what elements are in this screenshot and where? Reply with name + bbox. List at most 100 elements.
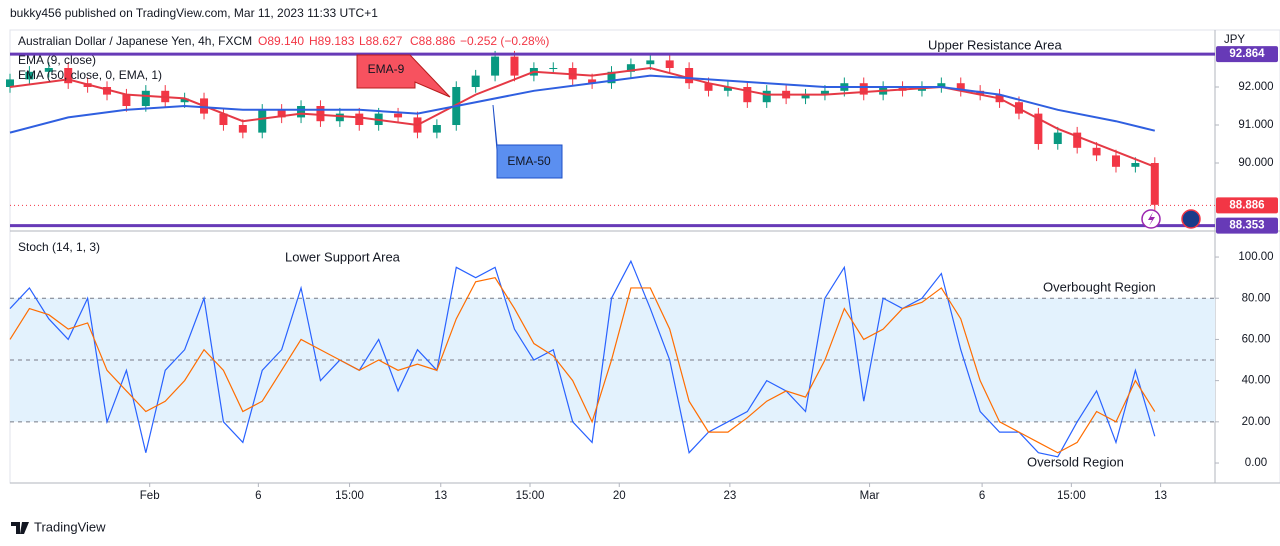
event-bolt	[1148, 212, 1155, 226]
candle-body	[1131, 163, 1140, 167]
y-tick-label: 20.00	[1242, 416, 1271, 428]
support-note: Lower Support Area	[285, 249, 401, 264]
candle-body	[510, 56, 519, 76]
candle-body	[743, 87, 752, 103]
x-tick-label: 13	[1154, 490, 1167, 502]
candle-body	[820, 90, 829, 95]
x-tick-label: 13	[434, 490, 447, 502]
ohlc-high: H89.183	[309, 34, 355, 48]
y-tick-label: 91.000	[1238, 119, 1273, 131]
x-tick-label: 23	[723, 490, 736, 502]
candle-body	[394, 113, 403, 118]
candle-body	[432, 125, 441, 133]
x-tick-label: 15:00	[516, 490, 545, 502]
indicator-ema9: EMA (9, close)	[18, 53, 96, 67]
candle-body	[956, 83, 965, 91]
ohlc-close: C88.886	[410, 34, 456, 48]
candle-body	[1092, 147, 1101, 156]
resistance-label: 92.864	[1229, 48, 1265, 60]
candle-body	[491, 56, 500, 76]
ohlc-low: L88.627	[359, 34, 403, 48]
ohlc-change: −0.252 (−0.28%)	[460, 34, 549, 48]
candle-body	[1150, 163, 1159, 205]
candle-body	[704, 83, 713, 91]
currency: JPY	[1224, 34, 1245, 46]
candle-body	[588, 79, 597, 84]
candle-body	[1111, 155, 1120, 167]
x-tick-label: 15:00	[335, 490, 364, 502]
candle-body	[335, 113, 344, 122]
brand: TradingView	[34, 519, 106, 534]
ema9-label: EMA-9	[368, 62, 405, 76]
candle-body	[646, 60, 655, 65]
candle-body	[141, 90, 150, 107]
candle-body	[25, 71, 34, 80]
y-tick-label: 92.000	[1238, 81, 1273, 93]
ema-line	[9, 66, 1156, 168]
candle-body	[355, 113, 364, 126]
oversold-note: Oversold Region	[1027, 454, 1124, 469]
candle-body	[607, 71, 616, 84]
candle-body	[297, 106, 306, 118]
y-tick-label: 100.00	[1238, 251, 1273, 263]
ema50-label: EMA-50	[507, 154, 551, 168]
stoch-line	[9, 259, 1156, 458]
candle-body	[1053, 132, 1062, 145]
candle-body	[103, 87, 112, 95]
stoch-title: Stoch (14, 1, 3)	[18, 240, 100, 254]
x-tick-label: 6	[979, 490, 985, 502]
x-tick-label: 15:00	[1057, 490, 1086, 502]
candle-body	[685, 68, 694, 84]
publisher: bukky456 published on TradingView.com, M…	[10, 6, 378, 20]
candle-body	[6, 79, 14, 88]
resistance-tag	[1216, 46, 1278, 63]
last-price-label: 88.886	[1229, 199, 1264, 211]
ema50-callout	[492, 104, 563, 179]
x-tick-label: Feb	[140, 490, 160, 502]
y-tick-label: 40.00	[1242, 375, 1271, 387]
candle-body	[471, 75, 480, 88]
price-pane: 90.000 91.000 92.000 92.864 88.353 88.886	[6, 46, 1278, 234]
ohlc-open: O89.140	[258, 34, 304, 48]
resistance-note: Upper Resistance Area	[928, 37, 1062, 52]
candle-body	[937, 83, 946, 88]
x-tick-label: 20	[613, 490, 626, 502]
candle-body	[665, 60, 674, 69]
candle-body	[258, 109, 267, 133]
x-tick-label: Mar	[860, 490, 880, 502]
candle-body	[762, 90, 771, 103]
indicator-ema50: EMA (50, close, 0, EMA, 1)	[18, 68, 162, 82]
y-tick-label: 0.00	[1245, 457, 1267, 469]
support-label: 88.353	[1229, 220, 1264, 232]
candle-body	[723, 87, 732, 91]
candle-body	[1073, 132, 1082, 148]
y-tick-label: 60.00	[1242, 333, 1271, 345]
candle-body	[277, 109, 286, 118]
candle-body	[316, 106, 325, 122]
symbol: Australian Dollar / Japanese Yen, 4h, FX…	[18, 34, 252, 48]
overbought-note: Overbought Region	[1043, 279, 1156, 294]
candle-body	[44, 68, 53, 72]
candle-body	[238, 125, 247, 133]
x-tick-label: 6	[255, 490, 261, 502]
stoch-pane: 0.00 20.00 40.00 60.00 80.00 100.00	[9, 251, 1274, 469]
candle-body	[801, 94, 810, 99]
y-tick-label: 90.000	[1238, 157, 1273, 169]
ema-line	[9, 74, 1156, 134]
candle-body	[549, 68, 558, 70]
ema9-callout	[356, 54, 451, 98]
candle-body	[180, 98, 189, 103]
y-tick-label: 80.00	[1242, 292, 1271, 304]
candle-body	[1034, 113, 1043, 145]
candle-body	[859, 83, 868, 95]
candle-body	[122, 94, 131, 107]
last-price-tag	[1216, 197, 1278, 214]
candle-body	[219, 113, 228, 126]
support-tag	[1216, 217, 1278, 234]
candle-body	[626, 64, 635, 72]
candle-body	[64, 68, 73, 84]
stoch-line	[9, 276, 1156, 454]
flag-icon	[1181, 209, 1201, 229]
